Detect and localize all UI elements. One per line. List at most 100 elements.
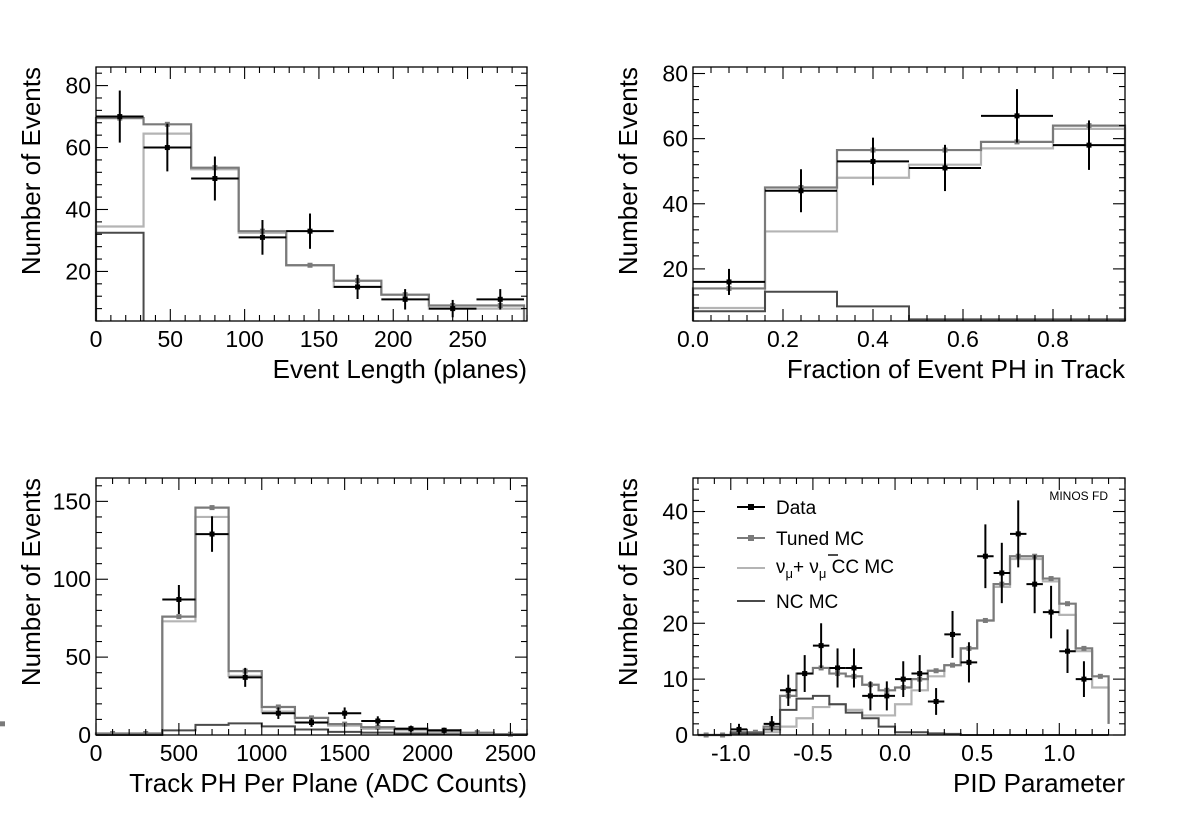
x-tick-label: 1.0 — [1043, 740, 1075, 766]
y-tick-label: 80 — [662, 61, 688, 87]
data-point — [261, 707, 295, 719]
data-point — [796, 655, 813, 692]
tuned-mc-marker — [982, 617, 988, 623]
panel-event-length: 0 50 100 150 200 250 20 40 60 80 Event Length (pla… — [16, 66, 528, 384]
y-tick-label: 0 — [675, 722, 688, 748]
series-tuned-histogram — [94, 506, 529, 736]
data-point — [981, 89, 1053, 143]
plot-frame — [95, 66, 528, 322]
x-tick-label: 0.5 — [961, 740, 993, 766]
data-point — [993, 542, 1011, 604]
data-point — [1010, 500, 1027, 568]
legend-entry-nc-mc: NC MC — [737, 592, 838, 613]
x-tick-label: 0 — [90, 326, 103, 352]
y-axis-title: Number of Events — [16, 478, 46, 686]
x-tick-label: 0.4 — [857, 326, 889, 352]
x-tick-label: 500 — [160, 740, 198, 766]
x-tick-label: 1500 — [319, 740, 370, 766]
nubar-symbol: ν — [809, 557, 819, 578]
x-tick-label: 0.8 — [1037, 326, 1069, 352]
x-tick-label: -1.0 — [711, 740, 751, 766]
panel-track-fraction: 0.0 0.2 0.4 0.6 0.8 20 40 60 80 Fraction of Event… — [613, 61, 1127, 384]
series-tuned-histogram — [691, 124, 1127, 321]
x-tick-label: 200 — [374, 326, 412, 352]
y-axis-title: Number of Events — [16, 67, 46, 275]
x-tick-label: 0.0 — [879, 740, 911, 766]
y-tick-label: 40 — [662, 499, 688, 525]
data-point — [911, 655, 928, 692]
detector-tag: MINOS FD — [1049, 489, 1108, 503]
data-point — [944, 610, 961, 658]
series-nc-histogram — [95, 231, 145, 321]
data-point — [812, 623, 830, 668]
data-point — [96, 90, 144, 143]
data-point — [730, 723, 748, 735]
tuned-mc-marker — [275, 704, 281, 710]
data-point — [162, 585, 196, 614]
series-nc-histogram — [697, 694, 1109, 736]
legend-entry-cc-mc: νμ+ νμ CC MC — [737, 554, 894, 581]
series-cc-histogram — [691, 127, 1127, 321]
x-axis-title: Fraction of Event PH in Track — [787, 354, 1126, 384]
y-tick-label: 150 — [53, 488, 91, 514]
legend-label-nc-mc: NC MC — [776, 592, 838, 613]
tuned-mc-marker — [0, 721, 5, 727]
y-tick-label: 50 — [65, 644, 91, 670]
data-point — [765, 169, 837, 213]
x-tick-label: 0.2 — [767, 326, 799, 352]
data-point — [960, 642, 978, 683]
tuned-mc-marker — [209, 505, 215, 511]
data-point — [381, 289, 429, 310]
x-tick-label: 1000 — [236, 740, 287, 766]
y-tick-label: 40 — [65, 196, 91, 222]
data-point — [780, 674, 797, 706]
tuned-mc-marker — [1097, 673, 1103, 679]
legend: Data Tuned MC νμ+ νμ CC MC NC MC — [737, 498, 894, 613]
data-point — [294, 718, 329, 727]
legend-label-cc-mc: νμ+ νμ CC MC — [776, 557, 894, 581]
data-point — [328, 707, 362, 719]
y-axis-title: Number of Events — [613, 478, 643, 686]
data-point — [238, 220, 287, 255]
legend-entry-data: Data — [737, 498, 817, 519]
x-tick-label: 0.0 — [677, 326, 709, 352]
legend-entry-tuned-mc: Tuned MC — [737, 529, 864, 550]
data-point — [927, 688, 945, 715]
tuned-mc-marker — [950, 662, 956, 668]
tuned-mc-marker — [375, 724, 381, 730]
y-axis-title: Number of Events — [613, 67, 643, 275]
x-tick-label: 2000 — [402, 740, 453, 766]
x-tick-label: 0 — [90, 740, 103, 766]
y-tick-label: 20 — [662, 256, 688, 282]
x-tick-label: 100 — [225, 326, 263, 352]
data-point — [1075, 661, 1093, 698]
y-tick-label: 80 — [65, 73, 91, 99]
tuned-mc-marker — [309, 715, 314, 721]
data-point — [909, 144, 981, 192]
data-point — [829, 648, 846, 688]
x-tick-label: -0.5 — [793, 740, 833, 766]
x-tick-label: 150 — [300, 326, 338, 352]
tuned-mc-marker — [1065, 601, 1071, 607]
data-point — [895, 661, 912, 698]
legend-label-data: Data — [776, 498, 817, 519]
panel-pid-parameter: -1.0 -0.5 0.0 0.5 1.0 0 10 20 30 40 PID Parameter N… — [0, 477, 1126, 798]
data-point — [228, 667, 262, 687]
x-tick-label: 50 — [158, 326, 184, 352]
data-point — [1042, 585, 1060, 639]
data-point — [286, 213, 334, 249]
tuned-mc-marker — [1048, 576, 1054, 582]
y-tick-label: 60 — [662, 126, 688, 152]
series-cc-histogram — [94, 515, 529, 736]
data-point — [191, 156, 239, 201]
x-tick-label: 0.6 — [947, 326, 979, 352]
y-tick-label: 0 — [78, 722, 91, 748]
data-point — [837, 137, 909, 186]
data-point — [195, 516, 229, 552]
plot-frame — [95, 477, 528, 736]
data-point — [1059, 629, 1076, 673]
series-nc-histogram — [692, 290, 1126, 321]
data-point — [845, 648, 863, 688]
data-point — [1053, 120, 1125, 170]
